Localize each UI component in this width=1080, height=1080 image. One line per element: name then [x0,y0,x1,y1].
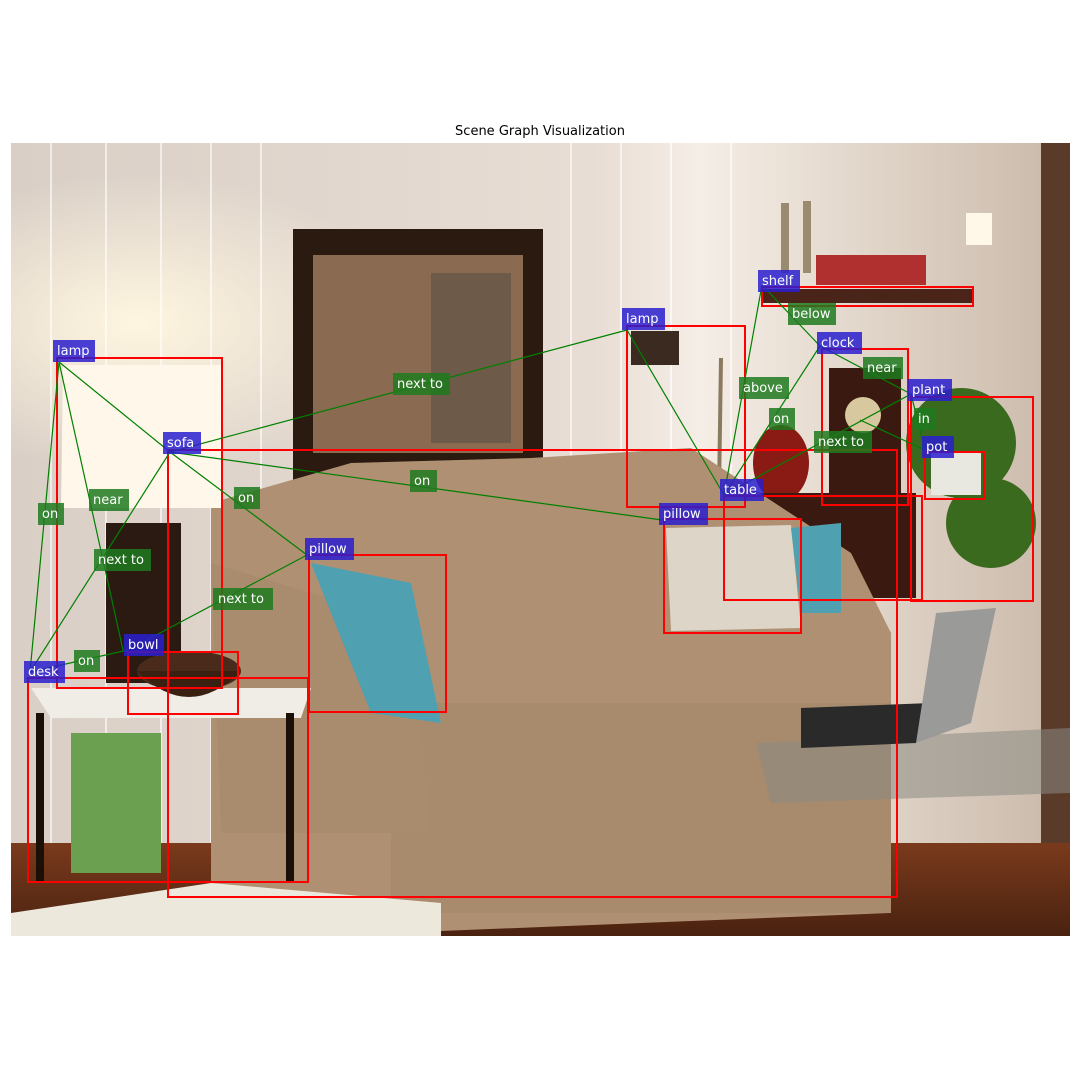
svg-text:on: on [414,474,430,489]
svg-text:lamp: lamp [626,312,659,327]
object-label-lamp: lamp [622,308,665,330]
box-table [723,495,923,601]
relation-label: above [739,377,789,399]
svg-text:on: on [78,654,94,669]
object-label-bowl: bowl [124,634,164,656]
relation-label: on [234,487,260,509]
object-label-pillow: pillow [305,538,354,560]
box-desk [27,677,309,883]
svg-text:near: near [93,493,123,508]
relation-label: next to [814,431,872,453]
relation-label: near [863,357,903,379]
relation-label: next to [393,373,450,395]
object-labels: lamp sofa desk bowl pillow lamp pillow t… [24,270,954,683]
relation-labels: on near next to on next to next to on on… [38,303,936,672]
svg-text:next to: next to [397,377,443,392]
relation-label: next to [94,549,151,571]
object-label-sofa: sofa [163,432,201,454]
relation-label: below [788,303,836,325]
object-label-table: table [720,479,764,501]
edge-lamp-near-sofa [58,361,171,453]
edge-pot-clock [859,419,926,451]
svg-text:next to: next to [98,553,144,568]
box-shelf [761,286,974,307]
box-plant [910,396,1034,602]
svg-text:next to: next to [218,592,264,607]
box-pillow-left [308,554,447,713]
object-label-shelf: shelf [758,270,800,292]
svg-text:pot: pot [926,440,947,455]
svg-text:on: on [42,507,58,522]
svg-text:below: below [792,307,831,322]
relation-label: in [914,408,936,430]
object-label-pot: pot [922,436,954,458]
svg-text:lamp: lamp [57,344,90,359]
relation-label: on [38,503,64,525]
object-label-lamp: lamp [53,340,95,362]
svg-text:shelf: shelf [762,274,794,289]
svg-text:pillow: pillow [663,507,701,522]
object-label-plant: plant [908,379,952,401]
box-clock [821,348,909,506]
object-label-clock: clock [817,332,862,354]
svg-text:desk: desk [28,665,59,680]
relation-label: on [74,650,100,672]
object-label-pillow: pillow [659,503,708,525]
svg-text:on: on [773,412,789,427]
svg-text:sofa: sofa [167,436,194,451]
svg-text:in: in [918,412,930,427]
svg-text:plant: plant [912,383,945,398]
svg-text:pillow: pillow [309,542,347,557]
box-pot [924,451,985,500]
svg-text:table: table [724,483,757,498]
svg-text:bowl: bowl [128,638,158,653]
relation-label: next to [213,588,273,610]
relation-label: on [769,408,795,430]
relation-label: near [89,489,129,511]
svg-text:clock: clock [821,336,855,351]
edge-lamp-mid-table [626,329,725,496]
box-bowl [127,651,239,715]
box-pillow-right [663,518,802,634]
relation-label: on [410,470,437,492]
svg-text:near: near [867,361,897,376]
svg-text:next to: next to [818,435,864,450]
object-label-desk: desk [24,661,65,683]
svg-text:above: above [743,381,783,396]
svg-text:on: on [238,491,254,506]
page-title: Scene Graph Visualization [455,124,625,139]
box-sofa [167,449,898,898]
